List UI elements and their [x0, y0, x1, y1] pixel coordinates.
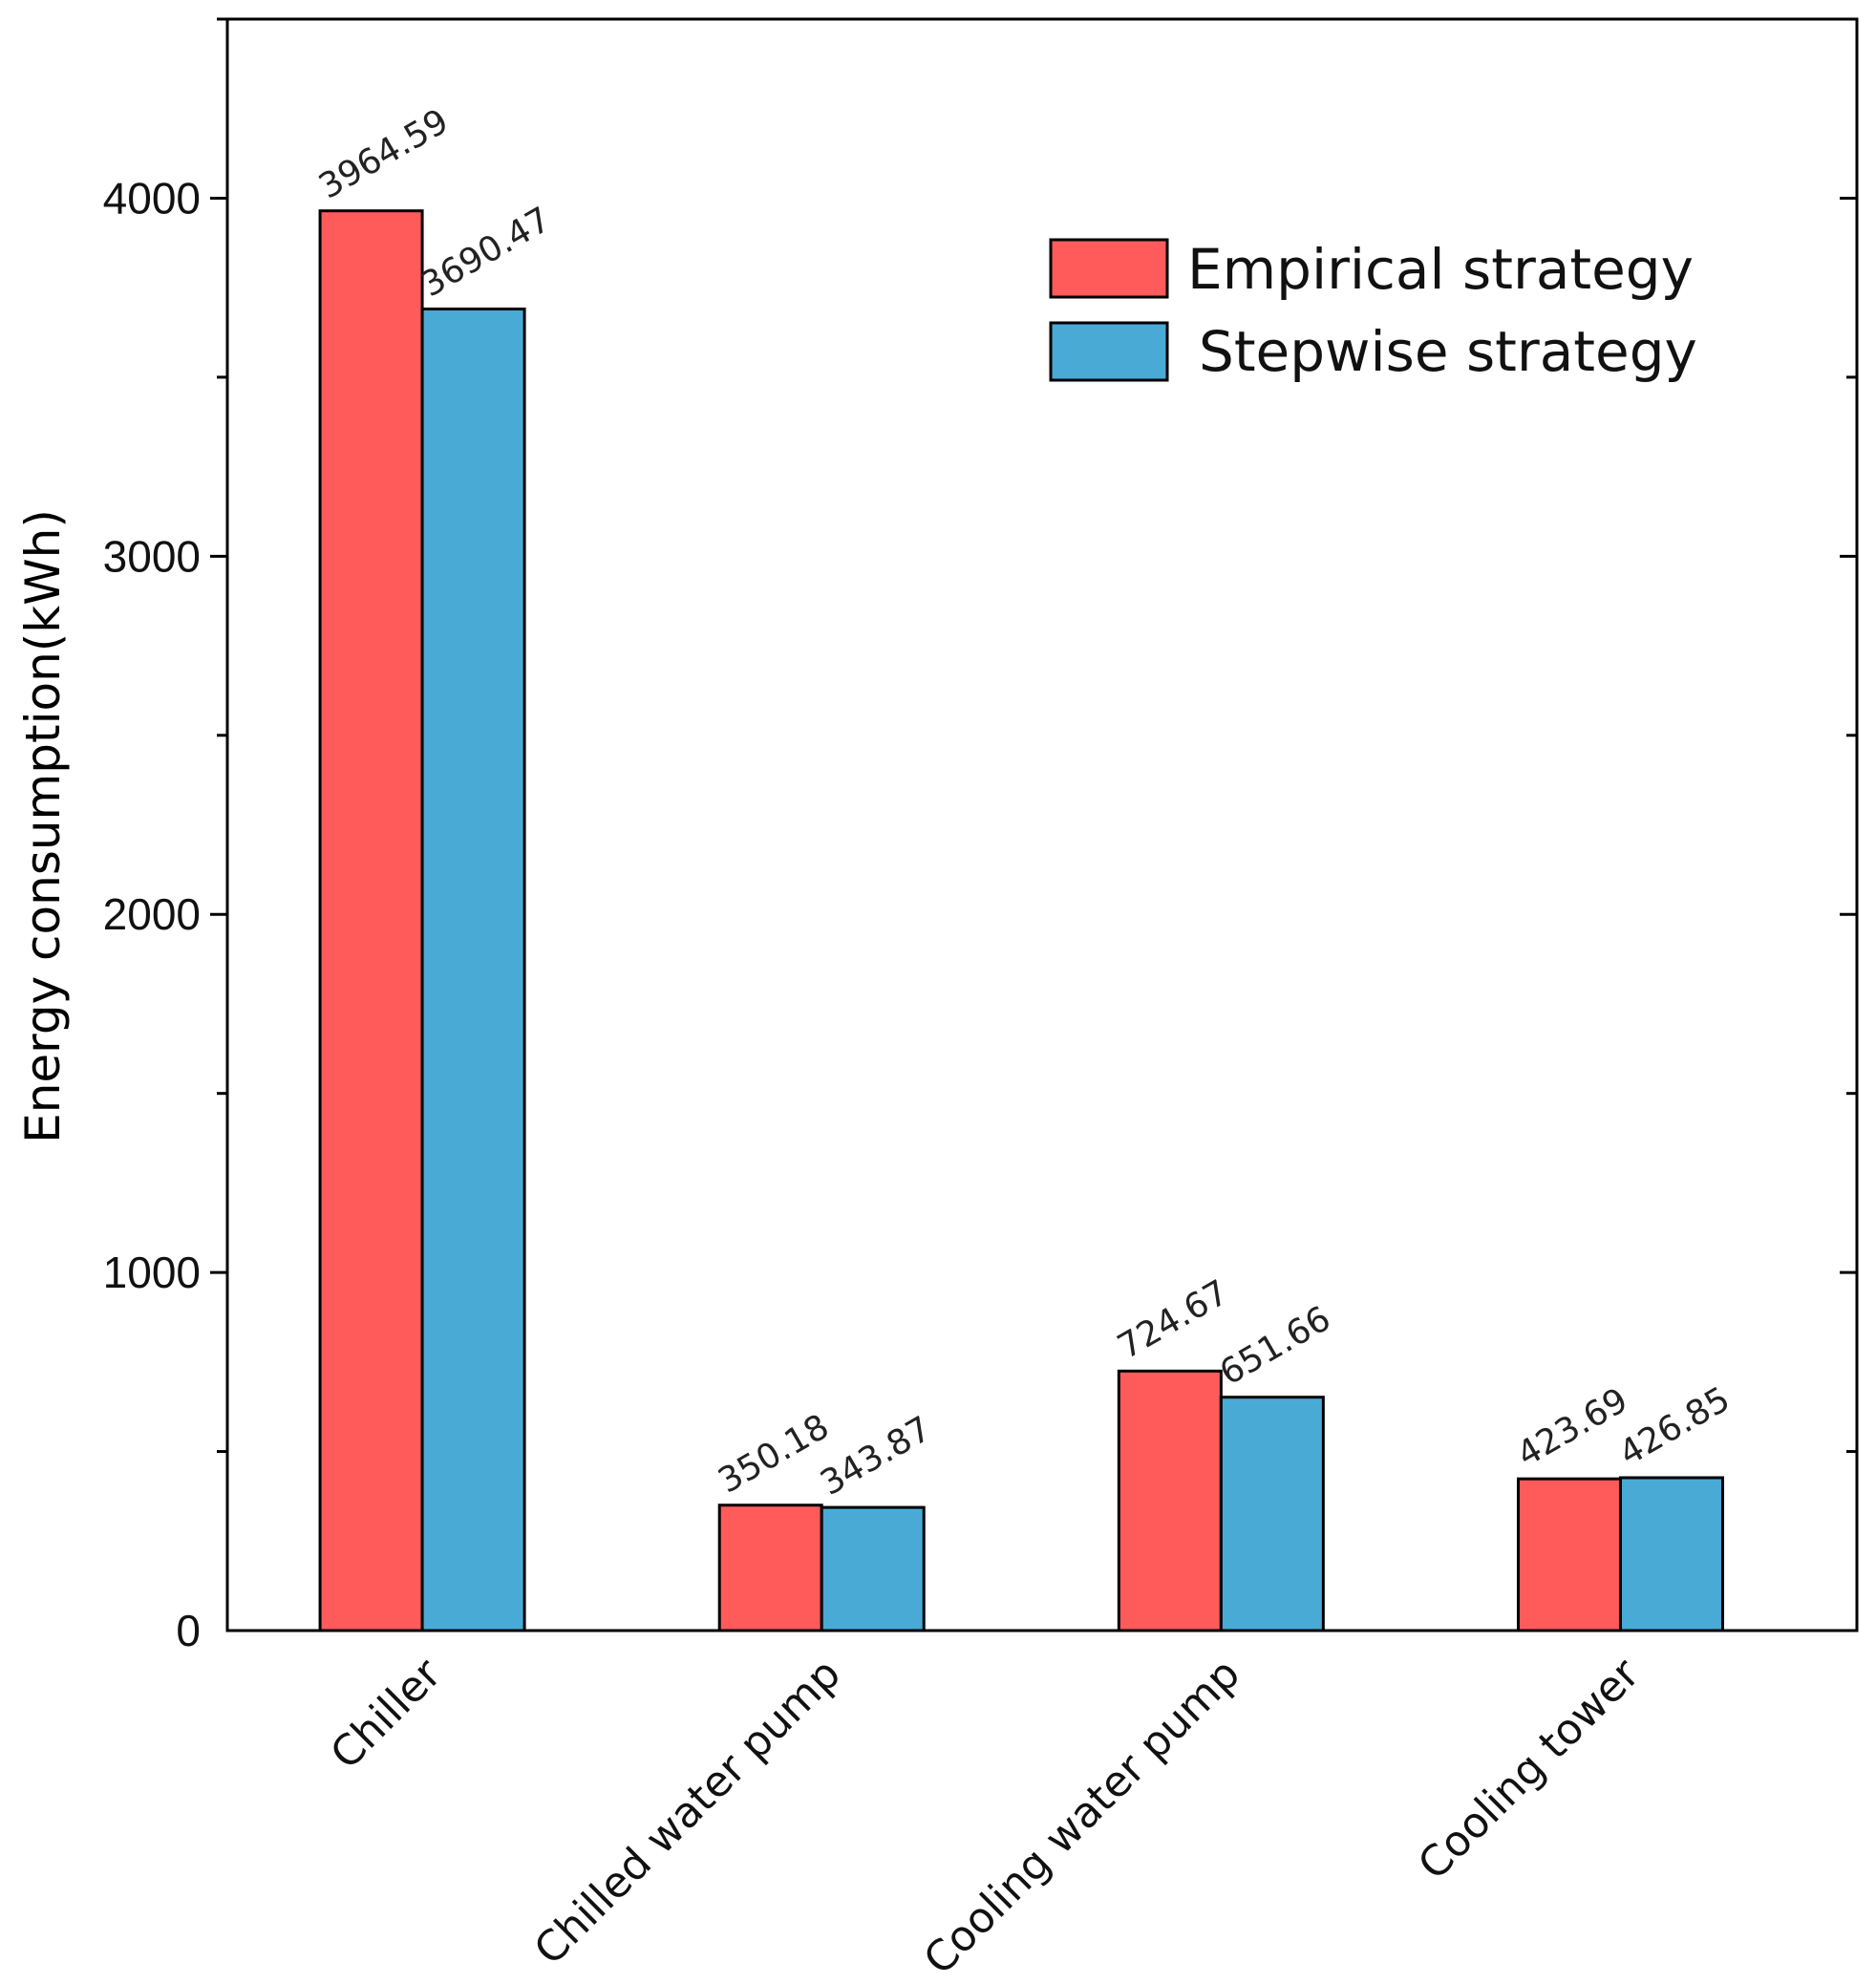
y-tick-label: 3000: [103, 531, 201, 581]
value-label: 343.87: [814, 1409, 938, 1503]
bar-empirical: [1516, 1477, 1622, 1632]
legend: Empirical strategy Stepwise strategy: [1049, 237, 1697, 384]
bar-stepwise: [420, 307, 526, 1632]
y-axis: 0 1000 2000 3000 4000: [103, 17, 1857, 1655]
bar-stepwise: [1219, 1396, 1325, 1632]
y-axis-title: Energy consumption(kWh): [15, 509, 71, 1143]
y-tick-label: 2000: [103, 889, 201, 939]
legend-swatch-empirical: [1049, 238, 1169, 299]
bar-empirical: [1117, 1369, 1223, 1632]
legend-label-empirical: Empirical strategy: [1187, 237, 1694, 302]
x-tick-label: Cooling tower: [1409, 1649, 1650, 1889]
value-label: 423.69: [1510, 1380, 1634, 1474]
value-label: 3690.47: [415, 200, 557, 305]
value-label: 426.85: [1612, 1379, 1737, 1473]
value-label: 3964.59: [312, 102, 455, 207]
x-axis: Chiller Chilled water pump Cooling water p…: [321, 1649, 1649, 1984]
y-tick-label: 0: [176, 1606, 201, 1655]
x-tick-label: Chilled water pump: [525, 1650, 850, 1974]
value-label: 350.18: [712, 1407, 836, 1501]
y-tick-label: 1000: [103, 1248, 201, 1297]
plot-frame: [225, 17, 1859, 1632]
bar-empirical: [318, 209, 424, 1632]
value-label: 724.67: [1111, 1273, 1235, 1367]
bar-stepwise: [1618, 1476, 1724, 1632]
value-label: 651.66: [1213, 1299, 1337, 1393]
bar-stepwise: [820, 1505, 926, 1632]
y-tick-label: 4000: [103, 173, 201, 223]
legend-label-stepwise: Stepwise strategy: [1199, 319, 1697, 384]
bar-empirical: [717, 1504, 823, 1632]
x-tick-label: Chiller: [321, 1649, 451, 1779]
legend-swatch-stepwise: [1049, 321, 1169, 382]
bars: [318, 209, 1724, 1632]
x-tick-label: Cooling water pump: [915, 1650, 1250, 1984]
